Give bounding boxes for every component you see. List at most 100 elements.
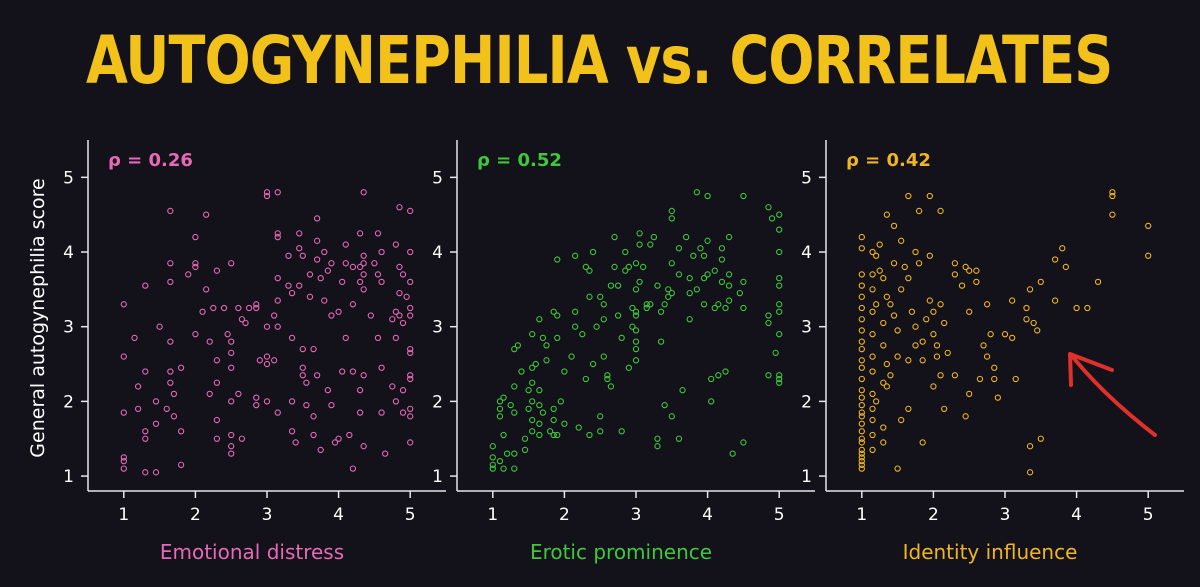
data-point	[632, 338, 640, 345]
data-point	[274, 323, 281, 330]
data-point	[1030, 319, 1037, 327]
data-point	[991, 364, 998, 371]
y-tick-label: 3	[63, 318, 74, 338]
data-point	[776, 379, 783, 386]
data-point	[120, 457, 127, 465]
data-point	[360, 286, 367, 293]
data-point	[650, 233, 658, 241]
data-point	[725, 297, 733, 304]
data-point	[858, 409, 865, 416]
data-point	[235, 390, 242, 398]
data-point	[958, 282, 966, 289]
data-point	[202, 286, 210, 293]
data-point	[546, 428, 554, 435]
data-point	[571, 252, 579, 259]
data-point	[858, 461, 865, 469]
data-point	[858, 304, 865, 312]
data-point	[152, 420, 160, 427]
data-point	[876, 241, 883, 248]
data-point	[263, 189, 271, 196]
data-point	[1037, 435, 1044, 442]
data-point	[392, 398, 400, 405]
data-point	[407, 207, 414, 215]
data-point	[611, 263, 618, 271]
data-point	[668, 413, 675, 420]
data-point	[679, 387, 686, 394]
data-point	[919, 439, 926, 446]
data-point	[263, 360, 271, 368]
data-point	[858, 233, 865, 241]
data-point	[288, 334, 296, 342]
data-point	[299, 345, 306, 353]
data-point	[962, 263, 969, 271]
correlation-annotation: ρ = 0.52	[477, 150, 562, 171]
data-point	[632, 260, 640, 267]
data-point	[890, 260, 898, 267]
data-point	[887, 301, 894, 308]
data-point	[539, 409, 547, 416]
data-point	[858, 293, 865, 300]
data-point	[582, 375, 590, 383]
data-point	[228, 260, 235, 267]
data-point	[571, 308, 579, 315]
data-point	[374, 334, 382, 342]
data-point	[858, 345, 865, 353]
data-point	[923, 316, 930, 323]
data-point	[142, 469, 149, 476]
data-point	[310, 431, 317, 439]
data-point	[328, 401, 335, 409]
data-point	[708, 398, 715, 405]
data-point	[926, 192, 933, 200]
data-point	[274, 297, 281, 304]
data-point	[192, 233, 199, 241]
data-point	[228, 349, 235, 356]
data-point	[550, 405, 557, 413]
data-point	[725, 271, 733, 278]
data-point	[740, 278, 747, 286]
y-tick-label: 5	[63, 168, 74, 188]
data-point	[210, 304, 217, 312]
data-point	[604, 375, 611, 383]
data-point	[776, 375, 783, 383]
data-point	[1034, 327, 1041, 334]
data-point	[360, 372, 367, 379]
data-point	[725, 282, 733, 289]
data-point	[657, 338, 665, 345]
data-point	[890, 312, 898, 319]
data-point	[908, 308, 916, 315]
data-point	[905, 192, 912, 200]
data-point	[640, 263, 647, 271]
data-point	[614, 282, 622, 289]
data-point	[407, 349, 414, 356]
data-point	[356, 387, 364, 394]
data-point	[647, 241, 654, 248]
data-point	[242, 319, 249, 327]
data-point	[167, 338, 174, 345]
data-point	[274, 189, 281, 196]
data-point	[360, 189, 367, 196]
data-point	[933, 342, 941, 349]
data-point	[396, 204, 403, 211]
data-point	[274, 275, 281, 282]
data-point	[134, 383, 142, 390]
data-point	[869, 368, 876, 375]
data-point	[597, 293, 604, 300]
data-point	[120, 454, 127, 461]
data-point	[568, 353, 575, 360]
data-point	[374, 271, 382, 278]
data-point	[324, 387, 332, 394]
data-point	[930, 308, 937, 315]
data-point	[880, 342, 887, 349]
data-point	[396, 289, 403, 297]
data-point	[511, 383, 518, 390]
data-point	[690, 252, 697, 259]
data-point	[858, 428, 865, 435]
data-point	[654, 282, 661, 289]
data-point	[407, 278, 414, 286]
data-point	[966, 308, 973, 315]
data-point	[299, 372, 306, 379]
data-point	[618, 428, 625, 435]
data-point	[586, 431, 593, 439]
data-point	[224, 331, 231, 338]
